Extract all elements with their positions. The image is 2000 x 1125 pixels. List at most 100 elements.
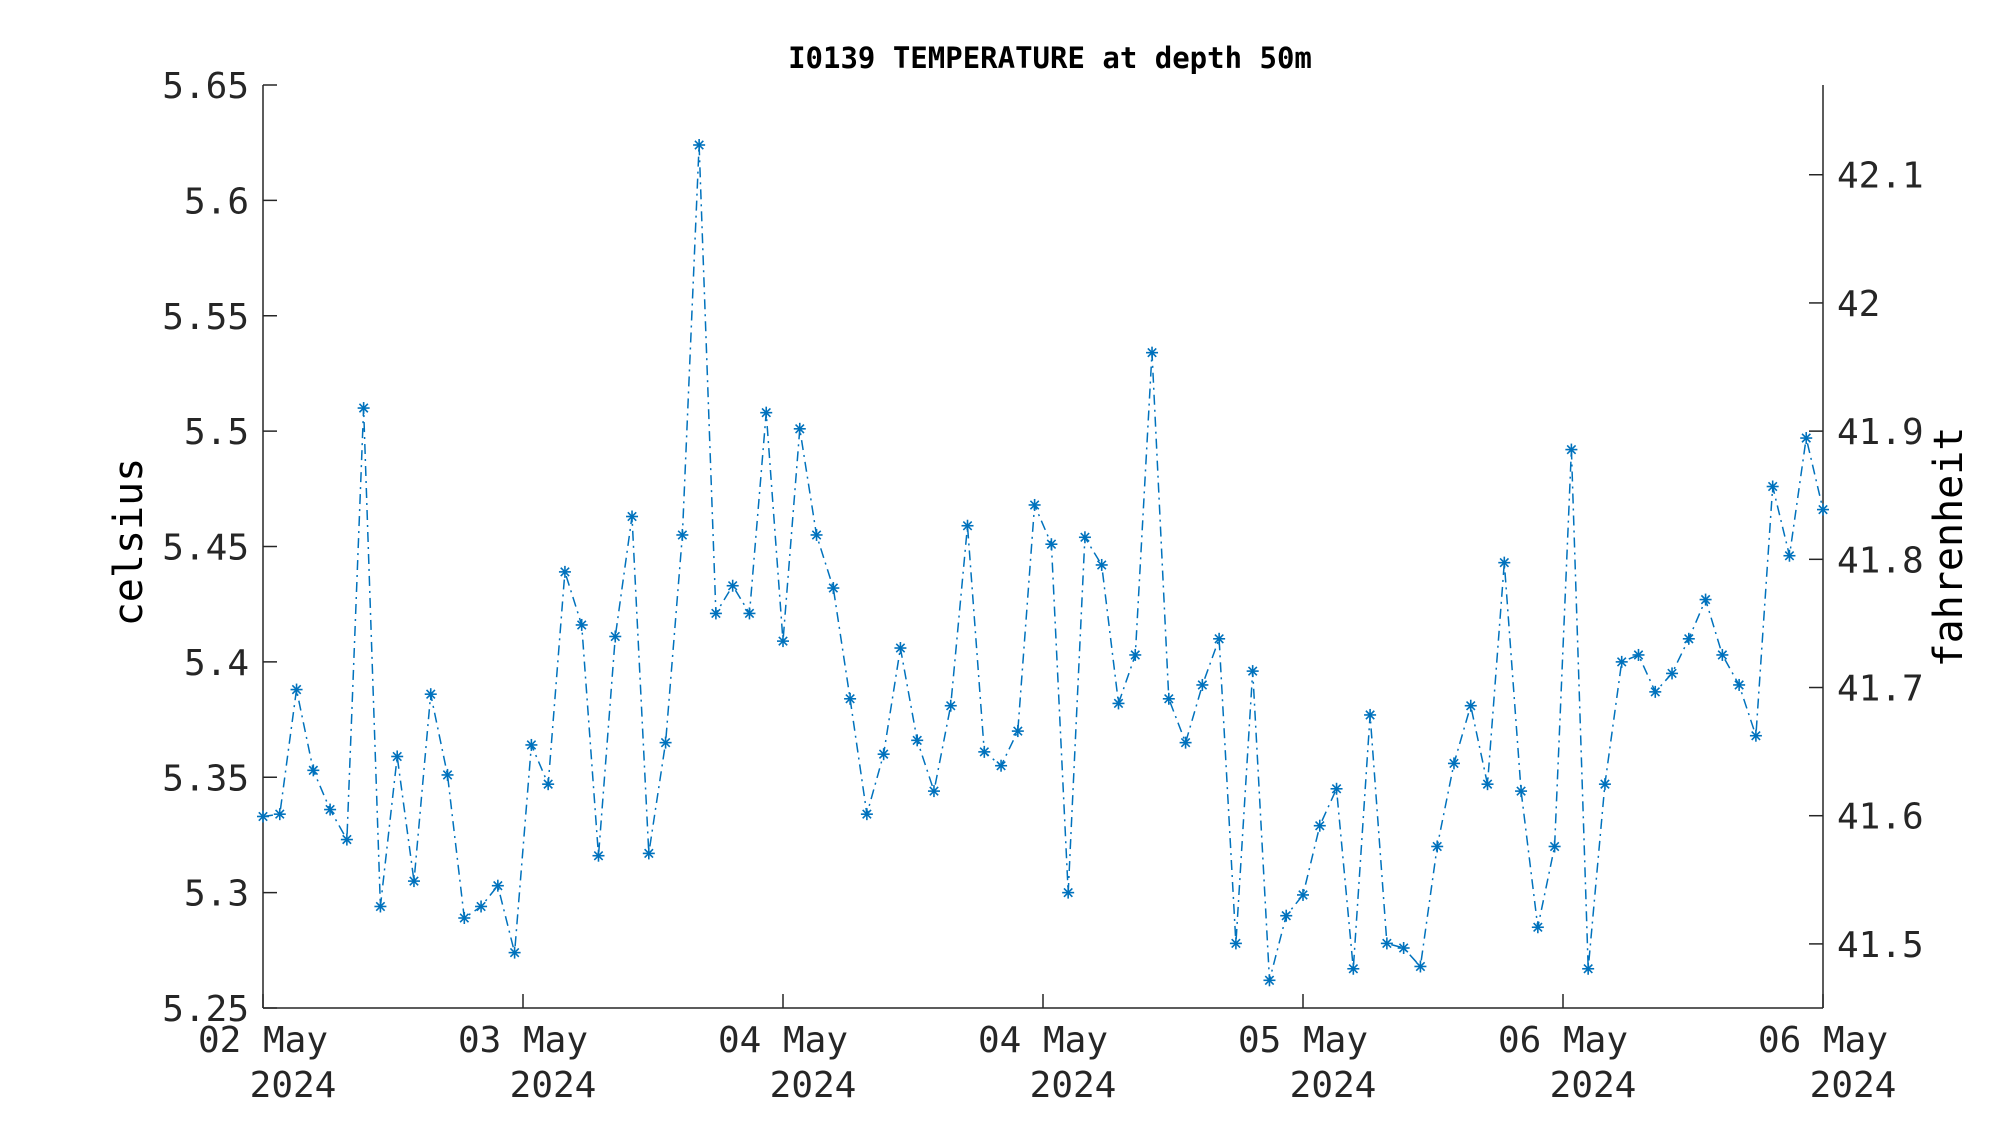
- data-point: [1011, 725, 1024, 738]
- data-point: [1800, 432, 1813, 445]
- x-tick-label-year: 2024: [770, 1065, 857, 1106]
- data-point: [1582, 962, 1595, 975]
- data-point: [1749, 729, 1762, 742]
- data-point: [1179, 736, 1192, 749]
- data-point: [391, 750, 404, 763]
- data-point: [508, 946, 521, 959]
- data-point: [1112, 697, 1125, 710]
- data-point: [1246, 665, 1259, 678]
- data-point: [357, 402, 370, 415]
- data-point: [894, 642, 907, 655]
- x-tick-label-day: 02 May: [198, 1020, 328, 1061]
- data-point: [777, 635, 789, 648]
- data-point: [793, 422, 806, 435]
- right-y-tick-label: 41.6: [1837, 797, 1924, 838]
- data-point: [877, 748, 890, 761]
- data-point: [1380, 937, 1393, 950]
- data-point: [1397, 942, 1410, 955]
- data-point: [1129, 648, 1142, 661]
- x-tick-label-year: 2024: [1030, 1065, 1117, 1106]
- data-point: [1464, 699, 1477, 712]
- data-point: [642, 847, 655, 860]
- data-point: [995, 759, 1008, 772]
- data-point: [1481, 778, 1494, 791]
- right-y-tick-label: 41.5: [1837, 925, 1924, 966]
- data-point: [475, 900, 488, 913]
- data-point: [525, 738, 538, 751]
- data-point: [1078, 531, 1091, 544]
- data-point: [1229, 937, 1242, 950]
- data-point: [659, 736, 672, 749]
- data-point: [1280, 909, 1293, 922]
- data-point: [1431, 840, 1444, 853]
- data-point: [1162, 692, 1175, 705]
- data-point: [1783, 549, 1796, 562]
- data-point: [911, 734, 924, 747]
- data-point: [1498, 556, 1511, 569]
- data-point: [760, 406, 773, 419]
- left-y-tick-label: 5.5: [184, 412, 249, 453]
- x-tick-label-year: 2024: [1810, 1065, 1897, 1106]
- data-point: [693, 138, 706, 151]
- data-point: [810, 528, 823, 541]
- data-point: [1515, 785, 1528, 798]
- left-y-tick-label: 5.65: [162, 66, 249, 107]
- chart-title: I0139 TEMPERATURE at depth 50m: [788, 41, 1312, 75]
- data-point: [290, 683, 303, 696]
- data-point: [1196, 678, 1209, 691]
- data-point: [709, 607, 722, 620]
- right-y-tick-label: 41.9: [1837, 412, 1924, 453]
- data-point: [1263, 974, 1276, 987]
- data-point: [1733, 678, 1746, 691]
- data-point: [441, 768, 454, 781]
- right-y-tick-label: 41.8: [1837, 540, 1924, 581]
- data-point: [961, 519, 974, 532]
- data-point: [491, 879, 504, 892]
- left-y-tick-label: 5.35: [162, 758, 249, 799]
- left-y-tick-label: 5.6: [184, 181, 249, 222]
- data-point: [1414, 960, 1427, 973]
- x-tick-label-day: 05 May: [1238, 1020, 1368, 1061]
- data-point: [1682, 632, 1695, 645]
- data-point: [257, 810, 269, 823]
- x-tick-label-year: 2024: [250, 1065, 337, 1106]
- data-point: [575, 618, 588, 631]
- right-y-tick-label: 41.7: [1837, 669, 1924, 710]
- data-point: [1649, 685, 1662, 698]
- data-point: [1028, 498, 1041, 511]
- data-point: [307, 764, 320, 777]
- right-y-axis-ticks: 41.5 41.6 41.7 41.8 41.9 42 42.1: [1809, 156, 1924, 966]
- data-point: [340, 833, 353, 846]
- temperature-data-points: [257, 138, 1829, 987]
- data-point: [324, 803, 337, 816]
- right-y-tick-label: 42: [1837, 284, 1880, 325]
- data-point: [407, 875, 420, 888]
- right-y-tick-label: 42.1: [1837, 156, 1924, 197]
- data-point: [1330, 782, 1343, 795]
- left-y-tick-label: 5.45: [162, 528, 249, 569]
- data-point: [676, 528, 689, 541]
- data-point: [1548, 840, 1561, 853]
- data-point: [743, 607, 756, 620]
- data-point: [927, 785, 940, 798]
- data-point: [1297, 888, 1309, 901]
- data-point: [273, 808, 286, 821]
- data-point: [458, 912, 471, 925]
- data-point: [1213, 632, 1226, 645]
- data-point: [1531, 921, 1544, 934]
- data-point: [1313, 819, 1326, 832]
- data-point: [1095, 558, 1108, 571]
- data-point: [1666, 667, 1679, 680]
- data-point: [978, 745, 991, 758]
- data-point: [1766, 480, 1779, 493]
- data-point: [1699, 593, 1712, 606]
- data-point: [542, 778, 555, 791]
- data-point: [1045, 538, 1058, 551]
- x-tick-label-year: 2024: [510, 1065, 597, 1106]
- data-point: [1817, 503, 1829, 516]
- left-y-tick-label: 5.25: [162, 989, 249, 1030]
- data-point: [1447, 757, 1460, 770]
- data-point: [827, 582, 840, 595]
